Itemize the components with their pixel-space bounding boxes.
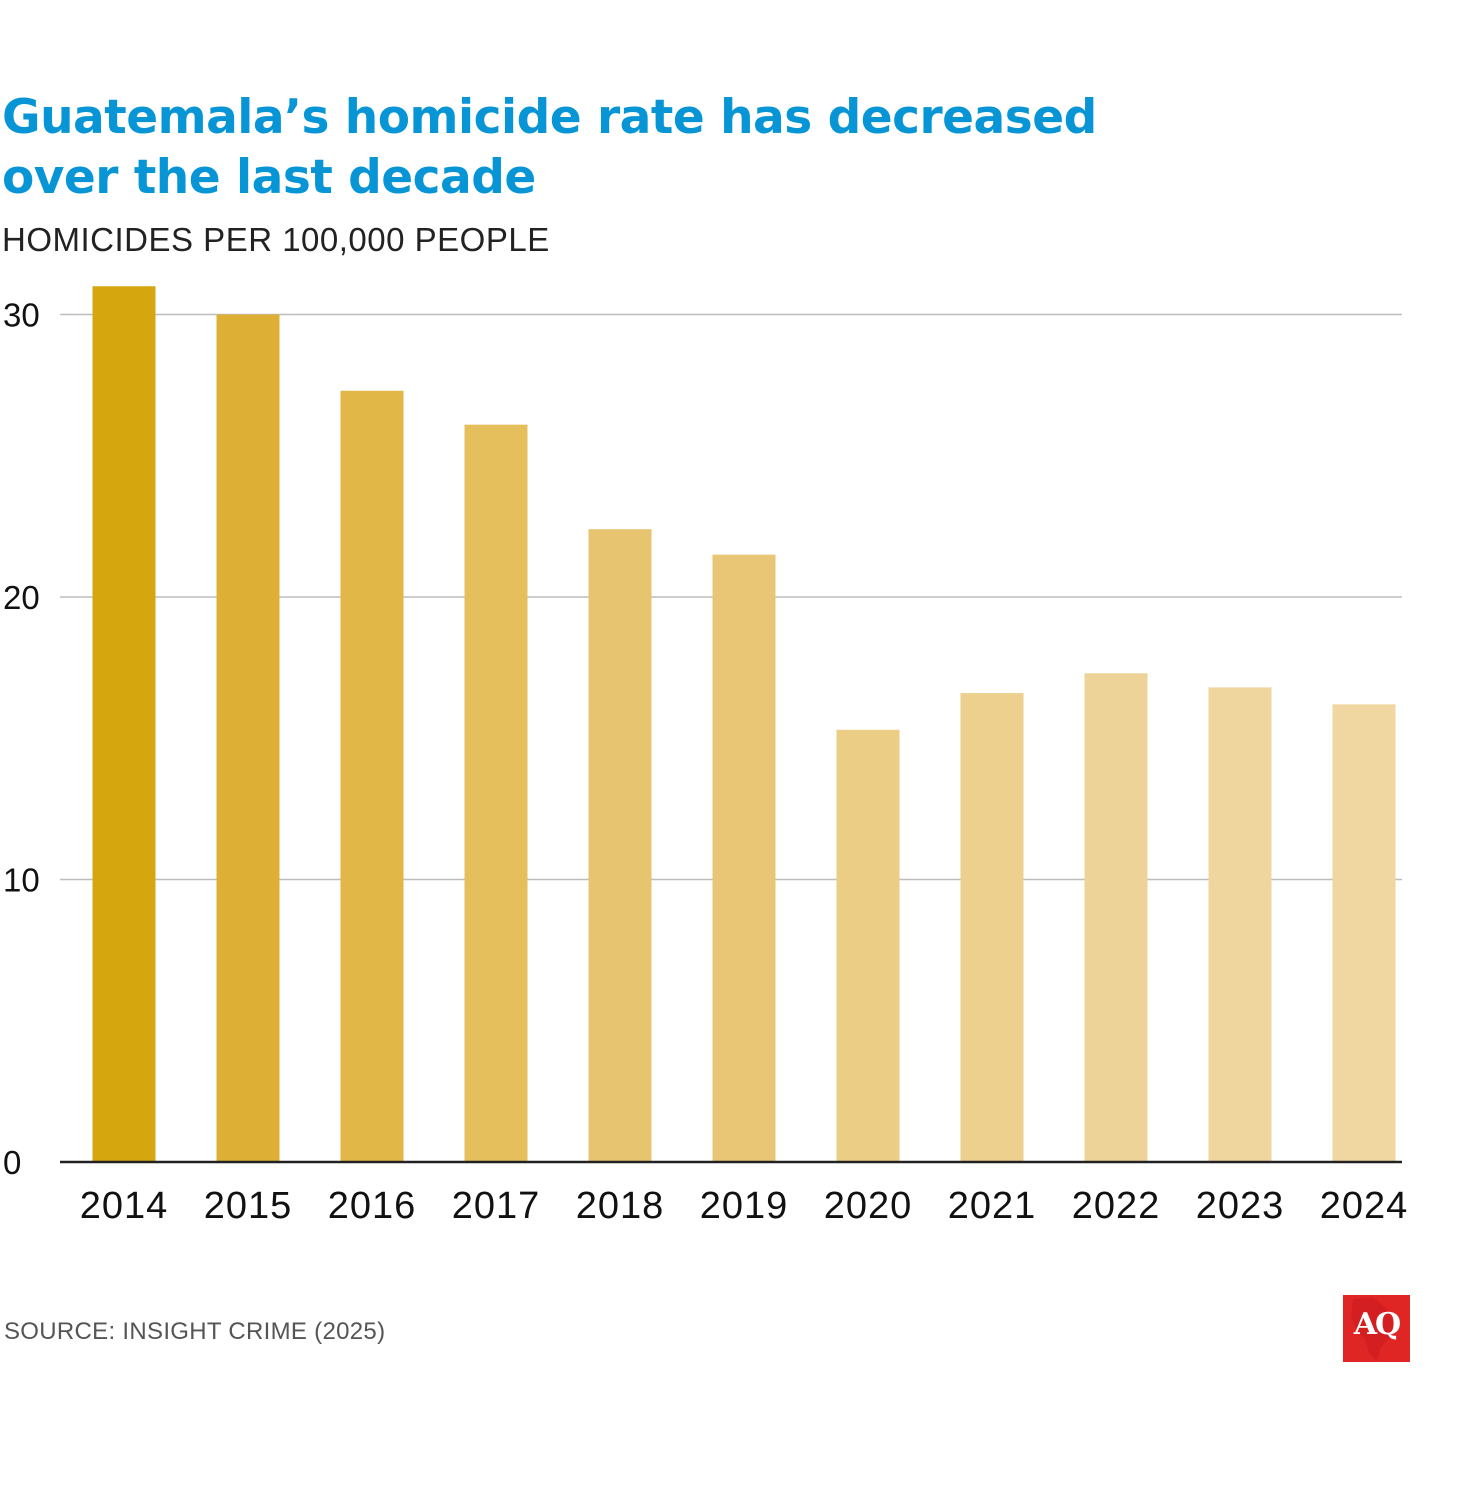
- bar-2022: [1084, 673, 1148, 1162]
- bars: [92, 286, 1396, 1162]
- aq-logo: AQ: [1343, 1295, 1410, 1362]
- chart-title: Guatemala’s homicide rate has decreased …: [2, 90, 1097, 205]
- x-tick-label: 2019: [700, 1185, 789, 1227]
- bar-2018: [588, 529, 652, 1162]
- y-tick-label: 10: [3, 862, 40, 899]
- x-tick-label: 2021: [948, 1185, 1037, 1227]
- bar-2024: [1332, 704, 1396, 1162]
- bar-2020: [836, 729, 900, 1162]
- bar-2019: [712, 554, 776, 1162]
- source-note: SOURCE: INSIGHT CRIME (2025): [4, 1318, 386, 1345]
- x-tick-label: 2016: [328, 1185, 417, 1227]
- x-tick-label: 2015: [204, 1185, 293, 1227]
- tick-labels: 0 10 20 30 2014 2015 2016 2017 2018 2019 2020 2021 2…: [3, 297, 1409, 1228]
- logo-text: AQ: [1353, 1307, 1401, 1342]
- bar-2016: [340, 390, 404, 1162]
- x-tick-label: 2022: [1072, 1185, 1161, 1227]
- map-watermark-icon: [1351, 1297, 1395, 1361]
- y-tick-label: 20: [3, 579, 40, 616]
- y-tick-label: 0: [3, 1144, 21, 1181]
- x-tick-label: 2020: [824, 1185, 913, 1227]
- bar-2014: [92, 286, 156, 1162]
- bar-2021: [960, 693, 1024, 1162]
- x-tick-label: 2017: [452, 1185, 541, 1227]
- chart-subtitle: HOMICIDES PER 100,000 PEOPLE: [2, 221, 550, 258]
- x-tick-label: 2014: [80, 1185, 169, 1227]
- bar-2015: [216, 314, 280, 1162]
- x-tick-label: 2024: [1320, 1185, 1409, 1227]
- y-tick-label: 30: [3, 297, 40, 334]
- bar-2017: [464, 424, 528, 1162]
- bar-2023: [1208, 687, 1272, 1162]
- bar-chart: 0 10 20 30 2014 2015 2016 2017 2018 2019 2020 2021 2…: [3, 286, 1409, 1228]
- x-tick-label: 2023: [1196, 1185, 1285, 1227]
- x-tick-label: 2018: [576, 1185, 665, 1227]
